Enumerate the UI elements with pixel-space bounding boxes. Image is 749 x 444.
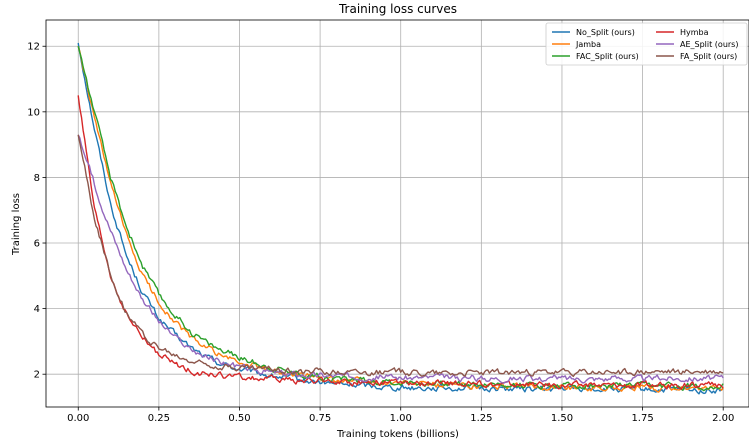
legend: No_Split (ours) Jamba FAC_Split (ours) Hymb… — [545, 22, 748, 66]
y-axis: 2 4 6 8 10 12 — [27, 42, 46, 381]
x-tick-label: 1.00 — [390, 413, 412, 424]
legend-label: FAC_Split (ours) — [576, 52, 639, 61]
series-line — [77, 134, 724, 378]
y-tick-label: 2 — [34, 370, 40, 381]
legend-box — [545, 22, 748, 66]
x-tick-label: 0.25 — [148, 413, 170, 424]
x-axis-label: Training tokens (billions) — [336, 429, 459, 440]
y-tick-label: 12 — [27, 42, 40, 53]
x-axis: 0.00 0.25 0.50 0.75 1.00 1.25 1.50 1.75 2.00 — [67, 407, 734, 424]
series-line — [77, 46, 724, 392]
x-tick-label: 0.75 — [309, 413, 331, 424]
y-tick-label: 6 — [34, 239, 40, 250]
x-tick-label: 0.50 — [228, 413, 250, 424]
y-tick-label: 8 — [34, 173, 40, 184]
chart-title: Training loss curves — [338, 2, 457, 16]
legend-label: FA_Split (ours) — [680, 52, 737, 61]
y-tick-label: 4 — [34, 304, 40, 315]
x-tick-label: 1.25 — [470, 413, 492, 424]
x-tick-label: 2.00 — [712, 413, 734, 424]
series-line — [77, 45, 724, 393]
series-lines — [77, 42, 724, 395]
x-tick-label: 1.75 — [631, 413, 653, 424]
x-tick-label: 0.00 — [67, 413, 89, 424]
y-tick-label: 10 — [27, 107, 40, 118]
y-axis-label: Training loss — [11, 193, 22, 256]
legend-label: AE_Split (ours) — [680, 40, 738, 49]
legend-label: Jamba — [575, 40, 601, 49]
grid — [46, 20, 749, 407]
plot-frame — [45, 19, 749, 408]
legend-label: No_Split (ours) — [576, 28, 635, 37]
legend-label: Hymba — [680, 28, 709, 37]
x-tick-label: 1.50 — [551, 413, 573, 424]
series-line — [77, 134, 724, 384]
series-line — [77, 95, 724, 390]
